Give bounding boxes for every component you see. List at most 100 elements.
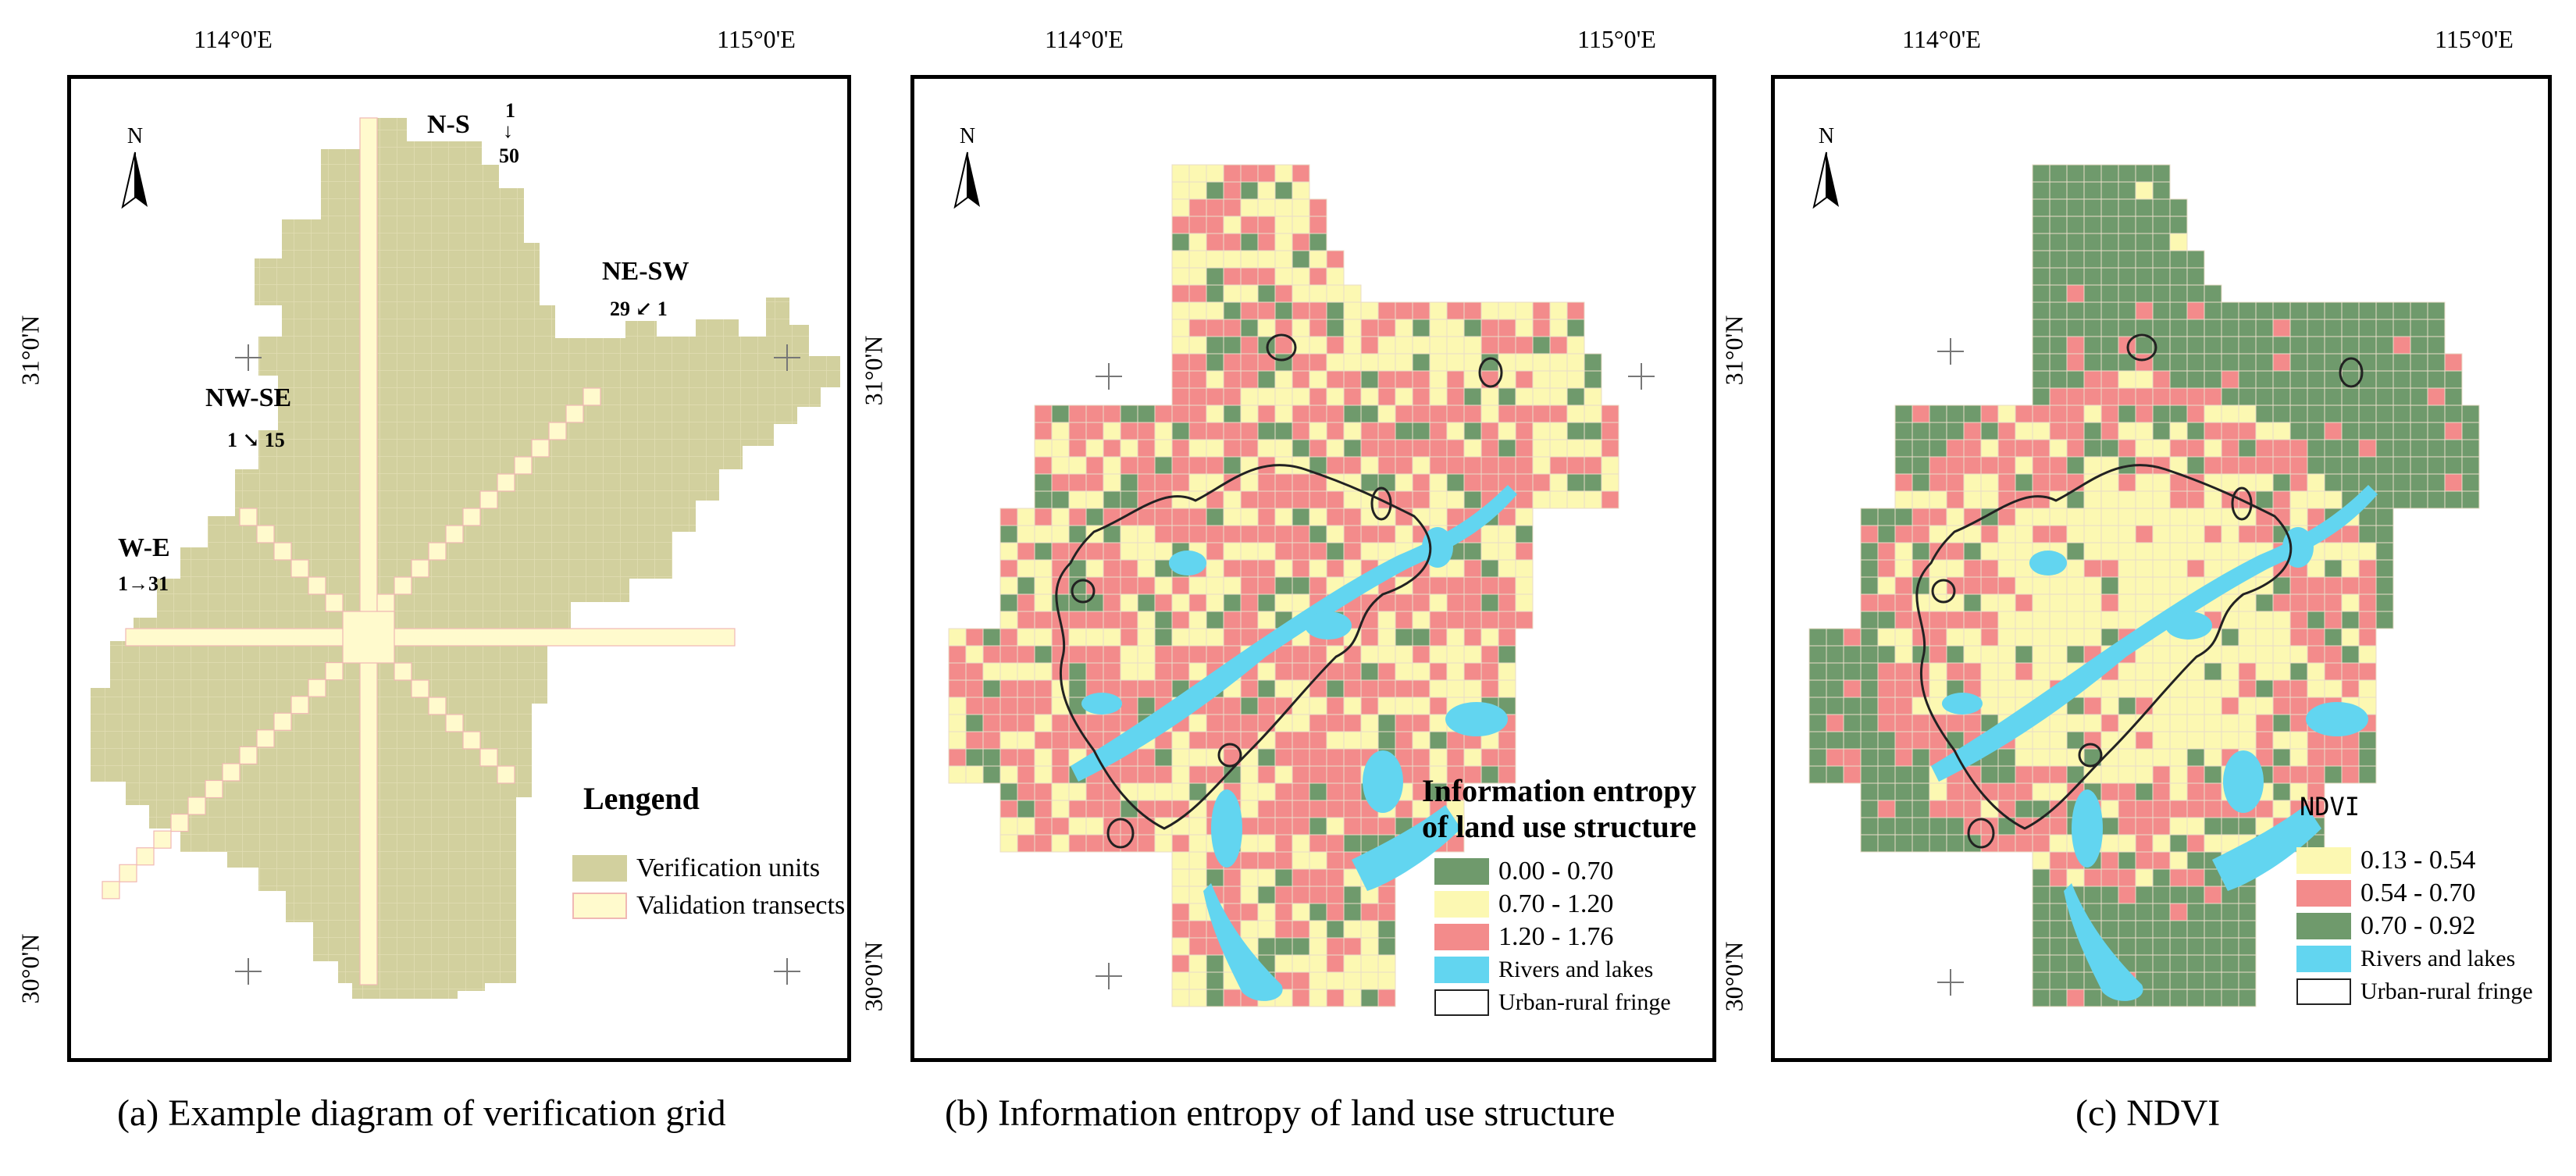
grid-cell — [2135, 542, 2154, 561]
grid-cell — [2307, 439, 2325, 458]
grid-cell — [1240, 319, 1259, 337]
grid-cell — [1929, 800, 1947, 818]
transect-cell — [411, 679, 429, 698]
grid-cell — [2049, 525, 2068, 543]
grid-cell — [1154, 525, 1173, 543]
grid-cell — [1532, 387, 1551, 406]
grid-cell — [1206, 387, 1224, 406]
grid-cell — [2066, 645, 2085, 664]
grid-cell — [2049, 301, 2068, 320]
grid-cell — [1343, 765, 1362, 784]
lon-label-115-c: 115°0'E — [2435, 25, 2514, 53]
grid-cell — [1429, 387, 1448, 406]
grid-cell — [2100, 714, 2119, 732]
grid-cell — [1498, 319, 1516, 337]
grid-cell — [1601, 490, 1619, 509]
grid-cell — [1894, 422, 1913, 440]
grid-cell — [1429, 353, 1448, 372]
legend-item-fringe: Urban-rural fringe — [2296, 978, 2533, 1005]
grid-cell — [2238, 370, 2257, 389]
grid-cell — [1532, 353, 1551, 372]
grid-cell — [2015, 576, 2033, 595]
grid-cell — [2255, 490, 2274, 509]
grid-cell — [2186, 834, 2205, 853]
grid-cell — [1274, 181, 1293, 200]
grid-cell — [1309, 319, 1327, 337]
grid-cell — [2083, 697, 2102, 715]
grid-cell — [2169, 216, 2188, 234]
grid-cell — [1877, 593, 1896, 612]
grid-cell — [1946, 817, 1965, 836]
grid-cell — [1051, 490, 1070, 509]
grid-cell — [2204, 697, 2222, 715]
grid-cell — [2272, 714, 2291, 732]
grid-cell — [1257, 782, 1276, 801]
caption-b: (b) Information entropy of land use stru… — [945, 1092, 1616, 1134]
grid-cell — [2083, 233, 2102, 251]
grid-cell — [1240, 886, 1259, 904]
grid-cell — [2238, 662, 2257, 681]
grid-cell — [2118, 250, 2136, 269]
grid-cell — [1549, 456, 1568, 475]
grid-cell — [1206, 645, 1224, 664]
grid-cell — [1566, 422, 1585, 440]
grid-cell — [1912, 439, 1930, 458]
grid-cell — [1463, 490, 1482, 509]
grid-cell — [1515, 508, 1534, 526]
grid-cell — [2152, 576, 2171, 595]
grid-cell — [1034, 714, 1053, 732]
grid-cell — [2427, 439, 2446, 458]
grid-cell — [2169, 422, 2188, 440]
grid-cell — [2186, 490, 2205, 509]
grid-cell — [2015, 593, 2033, 612]
grid-cell — [1498, 336, 1516, 355]
grid-cell — [2032, 439, 2050, 458]
grid-cell — [2066, 439, 2085, 458]
grid-cell — [1188, 525, 1207, 543]
grid-cell — [2307, 611, 2325, 629]
grid-cell — [2049, 765, 2068, 784]
grid-cell — [2461, 456, 2480, 475]
grid-cell — [2032, 456, 2050, 475]
grid-cell — [1103, 456, 1121, 475]
grid-cell — [1894, 834, 1913, 853]
grid-cell — [1188, 593, 1207, 612]
grid-cell — [2324, 387, 2343, 406]
grid-cell — [2049, 233, 2068, 251]
grid-cell — [1309, 817, 1327, 836]
grid-cell — [1360, 473, 1379, 492]
grid-cell — [1188, 817, 1207, 836]
grid-cell — [2135, 404, 2154, 423]
grid-cell — [1274, 301, 1293, 320]
grid-cell — [999, 834, 1018, 853]
grid-cell — [2100, 336, 2119, 355]
grid-cell — [2169, 834, 2188, 853]
grid-cell — [1515, 559, 1534, 578]
transect-cell — [222, 763, 240, 782]
grid-cell — [2461, 490, 2480, 509]
grid-cell — [2272, 662, 2291, 681]
grid-cell — [1429, 611, 1448, 629]
grid-cell — [2393, 370, 2411, 389]
legend-label: Verification units — [636, 853, 821, 882]
grid-cell — [2083, 989, 2102, 1007]
grid-cell — [1808, 628, 1827, 647]
grid-cell — [1946, 611, 1965, 629]
grid-cell — [2066, 593, 2085, 612]
grid-cell — [999, 731, 1018, 750]
grid-cell — [2100, 473, 2119, 492]
grid-cell — [1480, 628, 1499, 647]
grid-cell — [2169, 971, 2188, 990]
grid-cell — [1309, 559, 1327, 578]
grid-cell — [2169, 267, 2188, 286]
grid-cell — [1171, 336, 1190, 355]
grid-cell — [1154, 628, 1173, 647]
grid-cell — [1377, 301, 1396, 320]
grid-cell — [2066, 181, 2085, 200]
grid-cell — [2221, 404, 2239, 423]
legend-item-entropy-low: 0.00 - 0.70 — [1434, 857, 1613, 886]
grid-cell — [1480, 473, 1499, 492]
grid-cell — [1085, 800, 1104, 818]
grid-cell — [2169, 731, 2188, 750]
grid-cell — [1343, 404, 1362, 423]
